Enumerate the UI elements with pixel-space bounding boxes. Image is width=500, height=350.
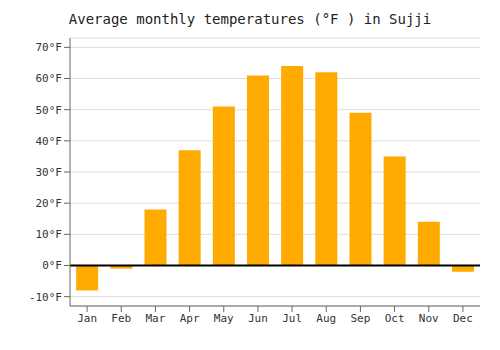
svg-text:Jun: Jun xyxy=(248,312,268,325)
svg-text:0°F: 0°F xyxy=(42,259,62,272)
svg-text:Apr: Apr xyxy=(180,312,200,325)
svg-text:Feb: Feb xyxy=(111,312,131,325)
svg-text:30°F: 30°F xyxy=(36,166,63,179)
svg-text:20°F: 20°F xyxy=(36,197,63,210)
svg-text:50°F: 50°F xyxy=(36,104,63,117)
svg-text:-10°F: -10°F xyxy=(29,291,62,304)
html-text:Average monthly temperatures (: Average monthly temperatures (°F ) in Su… xyxy=(68,11,432,27)
svg-text:60°F: 60°F xyxy=(36,72,63,85)
svg-text:Oct: Oct xyxy=(385,312,405,325)
svg-text:Mar: Mar xyxy=(145,312,165,325)
svg-text:Jul: Jul xyxy=(282,312,302,325)
svg-text:Nov: Nov xyxy=(419,312,439,325)
svg-text:Jan: Jan xyxy=(77,312,97,325)
svg-text:May: May xyxy=(214,312,234,325)
svg-text:Sep: Sep xyxy=(350,312,370,325)
svg-text:Dec: Dec xyxy=(453,312,473,325)
svg-text:40°F: 40°F xyxy=(36,135,63,148)
svg-text:70°F: 70°F xyxy=(36,41,63,54)
svg-text:10°F: 10°F xyxy=(36,228,63,241)
svg-text:Aug: Aug xyxy=(316,312,336,325)
